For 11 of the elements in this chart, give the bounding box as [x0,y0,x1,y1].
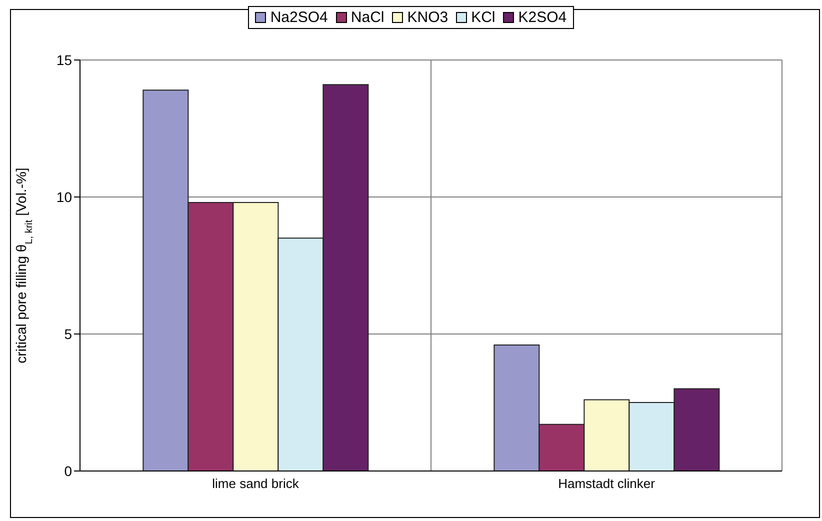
legend-label: K2SO4 [517,9,567,26]
x-tick-label: Hamstadt clinker [558,476,656,492]
y-tick-label: 0 [64,462,72,479]
legend-label: NaCl [350,9,384,26]
y-tick-label: 5 [64,326,72,342]
legend-label: KCl [470,9,496,26]
x-tick-label: lime sand brick [212,476,300,492]
y-tick-label: 10 [56,188,72,205]
legend-label: KNO3 [406,9,448,26]
y-tick-label: 15 [56,52,72,68]
legend-label: Na2SO4 [269,9,328,26]
